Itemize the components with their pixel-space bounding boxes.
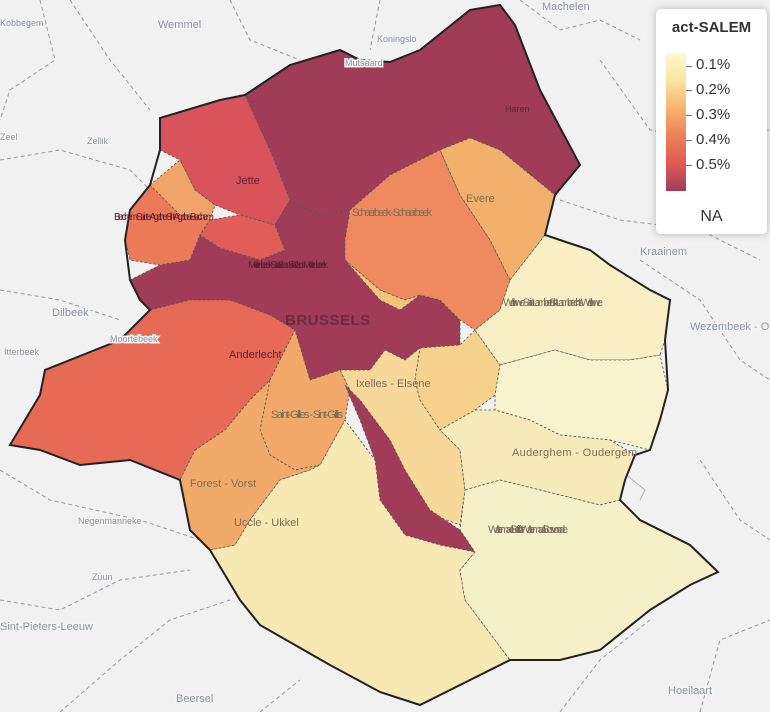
district-label-woluwe-saint-lambert: Woluwe-Saint-Lambert - Sint-Lambrechts-W… bbox=[503, 297, 603, 309]
district-label-watermael-boitsfort: Watermael-Boitsfort - Watermaal-Bosvoord… bbox=[488, 524, 568, 536]
district-label-auderghem: Auderghem - Oudergem bbox=[512, 447, 637, 459]
district-laeken-haren[interactable] bbox=[239, 4, 581, 216]
district-polygons bbox=[8, 3, 720, 707]
legend-tick bbox=[686, 140, 692, 141]
place-label-hoeilaart: Hoeilaart bbox=[668, 685, 712, 697]
district-label-uccle: Uccle - Ukkel bbox=[234, 517, 299, 529]
district-label-jette: Jette bbox=[236, 175, 260, 187]
place-label-zeel: Zeel bbox=[0, 132, 18, 142]
district-label-ixelles: Ixelles - Elsene bbox=[356, 378, 431, 390]
place-label-haren: Haren bbox=[505, 104, 530, 114]
place-label-zuun: Zuun bbox=[92, 572, 113, 582]
place-label-koningslo: Koningslo bbox=[377, 34, 417, 44]
district-uccle[interactable] bbox=[209, 419, 511, 706]
place-label-moortebeek: Moortebeek bbox=[110, 334, 158, 344]
map-legend: act-SALEM 0.1% 0.2% 0.3% 0.4% 0.5% NA bbox=[656, 9, 767, 234]
district-woluwe-saint-lambert[interactable] bbox=[474, 234, 671, 366]
legend-tick-label: 0.1% bbox=[696, 56, 731, 73]
district-label-forest: Forest - Vorst bbox=[190, 478, 256, 490]
legend-tick bbox=[686, 90, 692, 91]
place-label-beersel: Beersel bbox=[176, 693, 213, 705]
place-label-negenmanneke: Negenmanneke bbox=[78, 516, 142, 526]
legend-tick-label: 0.5% bbox=[696, 156, 731, 173]
district-watermael-boitsfort[interactable] bbox=[459, 479, 719, 661]
place-label-mutsaard: Mutsaard bbox=[345, 58, 383, 68]
legend-tick-label: 0.3% bbox=[696, 106, 731, 123]
district-etterbeek[interactable] bbox=[414, 329, 501, 431]
place-label-wezembeek-oppem: Wezembeek - Oppem bbox=[690, 321, 770, 333]
place-label-machelen: Machelen bbox=[542, 1, 590, 13]
district-label-schaerbeek: Schaerbeek - Schaarbeek bbox=[352, 207, 433, 219]
legend-tick bbox=[686, 66, 692, 67]
district-label-evere: Evere bbox=[466, 193, 495, 205]
district-label-berchem: Berchem-Sainte-Agathe - Sint-Agatha-Berc… bbox=[114, 212, 214, 223]
district-label-molenbeek: Molenbeek-Saint-Jean - Sint-Jans-Molenbe… bbox=[248, 260, 329, 271]
place-label-dilbeek: Dilbeek bbox=[52, 307, 89, 319]
place-label-sint-pieters-leeuw: Sint-Pieters-Leeuw bbox=[0, 621, 93, 633]
legend-tick-label: 0.4% bbox=[696, 131, 731, 148]
district-labels: Jette Berchem-Sainte-Agathe - Sint-Agath… bbox=[114, 175, 637, 536]
legend-tick bbox=[686, 115, 692, 116]
district-label-anderlecht: Anderlecht bbox=[229, 349, 282, 361]
place-label-wemmel: Wemmel bbox=[158, 19, 201, 31]
district-saint-josse[interactable] bbox=[344, 259, 421, 311]
legend-tick-label: 0.2% bbox=[696, 81, 731, 98]
place-label-kraainem: Kraainem bbox=[640, 246, 687, 258]
place-label-zellik: Zellik bbox=[87, 136, 109, 146]
district-anderlecht[interactable] bbox=[9, 299, 296, 481]
legend-color-ramp bbox=[666, 53, 686, 191]
place-label-itterbeek: Itterbeek bbox=[4, 347, 40, 357]
legend-title: act-SALEM bbox=[671, 19, 752, 36]
place-label-brussels: BRUSSELS bbox=[285, 312, 371, 329]
place-label-kobbegem: Kobbegem bbox=[0, 18, 44, 28]
legend-na-label: NA bbox=[700, 208, 723, 225]
district-schaerbeek[interactable] bbox=[344, 149, 511, 331]
district-label-saint-gilles: Saint-Gilles - Sint-Gillis bbox=[271, 409, 344, 421]
legend-tick bbox=[686, 165, 692, 166]
district-woluwe-saint-pierre[interactable] bbox=[494, 349, 669, 451]
